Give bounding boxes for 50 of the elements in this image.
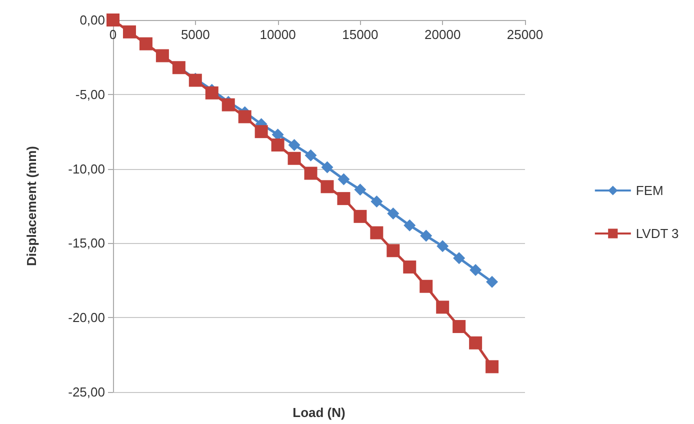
point	[420, 230, 432, 242]
x-tick-label: 0	[109, 27, 117, 42]
point	[271, 138, 284, 152]
point	[337, 192, 350, 206]
point	[254, 125, 268, 138]
x-tick-label: 20000	[424, 27, 461, 42]
point	[370, 226, 384, 240]
point	[470, 264, 482, 276]
point	[238, 110, 252, 124]
point	[122, 25, 136, 38]
point	[354, 184, 366, 196]
point	[139, 37, 152, 50]
point	[106, 14, 120, 26]
point	[452, 320, 466, 334]
point	[469, 336, 482, 350]
y-tick-label: -25,00	[68, 384, 105, 400]
point	[205, 86, 218, 100]
point	[321, 161, 334, 174]
point	[320, 180, 334, 194]
legend-label: FEM	[636, 183, 664, 198]
point	[403, 260, 416, 274]
point	[288, 152, 301, 165]
legend-label: LVDT 3	[636, 226, 679, 241]
x-tick-label: 25000	[506, 27, 544, 42]
x-axis-title: Load (N)	[292, 405, 346, 420]
y-tick-label: -10,00	[68, 161, 105, 176]
point	[338, 173, 350, 186]
point	[354, 210, 367, 223]
x-tick-label: 15000	[342, 27, 378, 42]
point	[370, 196, 383, 208]
point	[453, 252, 466, 264]
y-tick-label: -15,00	[68, 236, 105, 251]
point	[420, 280, 433, 293]
y-tick-label: 0,00	[80, 12, 105, 28]
x-tick-label: 10000	[260, 27, 296, 42]
point	[486, 360, 499, 374]
point	[486, 276, 498, 288]
point	[387, 207, 400, 220]
point	[304, 149, 317, 162]
point	[436, 240, 449, 252]
point	[386, 244, 400, 258]
y-tick-label: -20,00	[68, 310, 105, 326]
point	[288, 138, 300, 151]
y-axis-title: Displacement (mm)	[24, 146, 39, 266]
x-tick-label: 5000	[180, 27, 210, 42]
point	[222, 98, 235, 112]
point	[404, 219, 416, 232]
point	[436, 300, 450, 314]
point	[304, 166, 318, 180]
y-tick-label: -5,00	[75, 86, 105, 102]
